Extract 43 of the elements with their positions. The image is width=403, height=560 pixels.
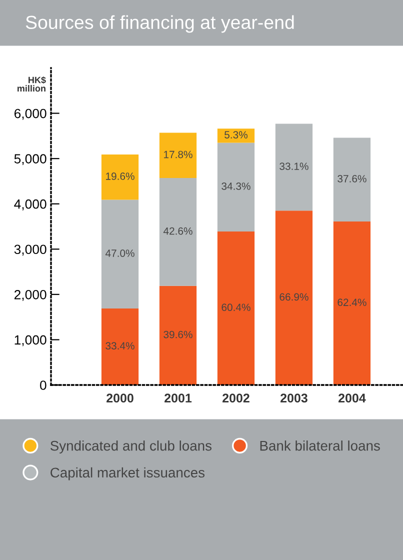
annotation: 34.3% (222, 182, 250, 190)
bar (217, 142, 255, 232)
annotation: 60.4% (222, 304, 250, 312)
bar (159, 178, 197, 286)
annotation: 33.4% (106, 342, 134, 350)
x-tick-label: 2002 (222, 394, 250, 403)
bar (159, 286, 197, 385)
annotation: 5.3% (224, 131, 248, 138)
bar (101, 200, 139, 308)
annotation: 19.6% (106, 172, 134, 180)
bar (275, 210, 313, 385)
legend-label: Syndicated and club loans (50, 440, 212, 454)
annotation: 42.6% (163, 227, 192, 235)
y-tick-label: 0 (40, 380, 46, 390)
annotation: 37.6% (338, 175, 366, 182)
annotation: 47.0% (105, 250, 134, 257)
bar (101, 154, 139, 200)
bar (333, 138, 371, 222)
y-tick-label: 3,000 (14, 244, 46, 256)
bar (159, 132, 197, 178)
x-tick-label: 2000 (106, 394, 134, 403)
x-tick-label: 2004 (338, 394, 366, 403)
bar (217, 231, 255, 385)
bar (217, 128, 255, 143)
x-tick-label: 2003 (280, 394, 308, 403)
legend-label: Bank bilateral loans (260, 440, 380, 451)
annotation: 33.1% (280, 162, 308, 170)
bar (275, 124, 313, 211)
y-axis-title: HK$ million (18, 76, 46, 92)
legend-label: Capital market issuances (50, 467, 205, 480)
y-tick-label: 4,000 (14, 199, 46, 210)
chart-title: Sources of financing at year-end (26, 15, 294, 33)
annotation: 66.9% (280, 293, 308, 301)
y-tick-label: 6,000 (14, 108, 46, 120)
annotation: 17.8% (164, 150, 192, 158)
y-tick-label: 2,000 (14, 290, 46, 301)
annotation: 39.6% (164, 330, 192, 338)
bar (333, 222, 371, 385)
y-tick-label: 1,000 (14, 335, 46, 346)
y-tick-label: 5,000 (14, 154, 46, 166)
bar (101, 308, 139, 385)
x-tick-label: 2001 (164, 394, 192, 403)
annotation: 62.4% (338, 298, 366, 306)
